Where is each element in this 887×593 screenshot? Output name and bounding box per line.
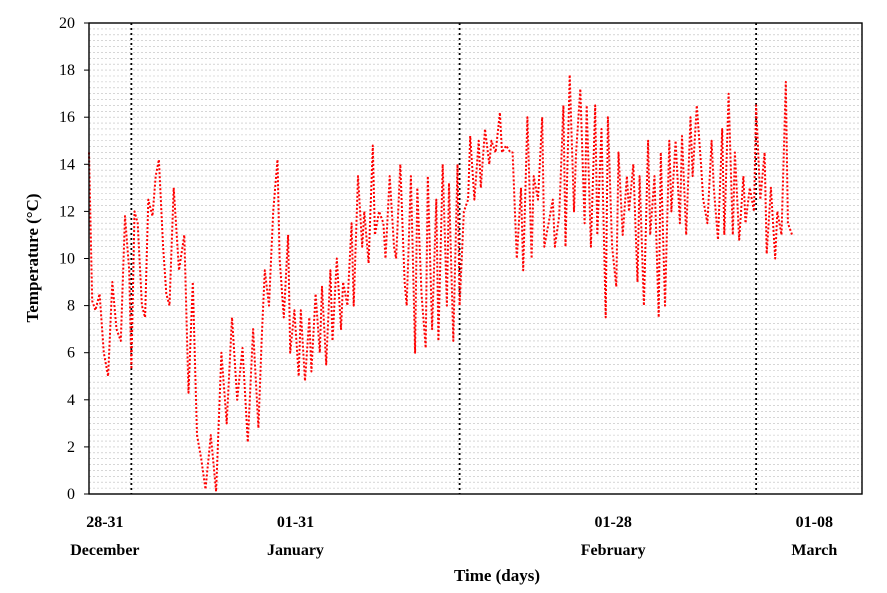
x-period-month-label: February xyxy=(581,542,646,559)
x-period-month-label: December xyxy=(70,542,139,559)
y-tick-label: 12 xyxy=(59,203,75,220)
x-axis: 28-31 December 01-31 January 01-28 February 01… xyxy=(70,514,837,559)
y-tick-label: 20 xyxy=(59,15,75,32)
y-axis-title: Temperature (°C) xyxy=(23,193,42,322)
y-tick-label: 0 xyxy=(67,486,75,503)
x-period-range-label: 01-31 xyxy=(277,514,314,531)
y-tick-label: 18 xyxy=(59,62,75,79)
y-tick-label: 16 xyxy=(59,109,75,126)
x-period-month-label: January xyxy=(267,542,324,559)
x-period-range-label: 28-31 xyxy=(86,514,123,531)
y-tick-label: 10 xyxy=(59,251,75,268)
y-tick-label: 2 xyxy=(67,439,75,456)
y-axis: 0 2 4 6 8 10 12 14 16 18 20 xyxy=(59,15,89,503)
x-period-month-label: March xyxy=(791,542,837,559)
x-period-range-label: 01-28 xyxy=(594,514,631,531)
y-tick-label: 14 xyxy=(59,156,75,173)
x-period-range-label: 01-08 xyxy=(796,514,833,531)
gridlines xyxy=(89,28,862,489)
series-group xyxy=(88,73,794,493)
series-line xyxy=(88,73,794,493)
y-tick-label: 6 xyxy=(67,345,75,362)
y-tick-label: 4 xyxy=(67,392,75,409)
y-tick-label: 8 xyxy=(67,298,75,315)
x-axis-title: Time (days) xyxy=(454,566,540,585)
